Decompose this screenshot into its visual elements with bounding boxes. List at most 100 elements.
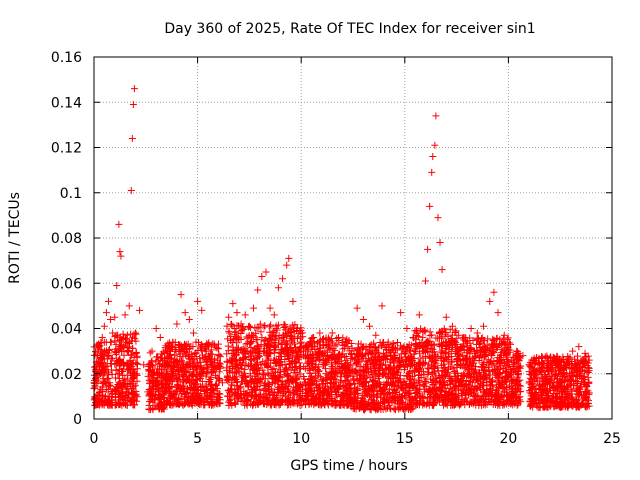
data-point [364, 355, 372, 363]
data-point [299, 333, 307, 341]
data-point [111, 401, 119, 409]
data-point [274, 384, 282, 392]
data-point [278, 396, 286, 404]
data-point [121, 381, 129, 389]
data-point [281, 326, 289, 334]
data-point [316, 373, 324, 381]
data-point [112, 349, 120, 357]
data-point [332, 369, 340, 377]
data-point [261, 382, 269, 390]
data-point [104, 351, 112, 359]
data-point [261, 321, 269, 329]
data-point [262, 390, 270, 398]
data-point [130, 85, 138, 93]
data-point [124, 376, 132, 384]
data-point [145, 391, 153, 399]
data-point [173, 383, 181, 391]
data-point [275, 362, 283, 370]
data-point [285, 254, 293, 262]
data-point [429, 153, 437, 161]
data-point [270, 388, 278, 396]
data-point [280, 321, 288, 329]
data-point [103, 379, 111, 387]
x-tick-label: 0 [90, 431, 99, 447]
data-point [233, 322, 241, 330]
data-point [290, 357, 298, 365]
grid [94, 57, 612, 419]
data-point [238, 362, 246, 370]
data-point [176, 350, 184, 358]
data-point [120, 399, 128, 407]
data-point [124, 347, 132, 355]
data-point [147, 361, 155, 369]
data-point [333, 340, 341, 348]
data-point [145, 380, 153, 388]
data-point [305, 354, 313, 362]
data-point [265, 334, 273, 342]
data-point [224, 342, 232, 350]
data-point [152, 358, 160, 366]
data-point [148, 362, 156, 370]
data-point [316, 351, 324, 359]
data-point [241, 353, 249, 361]
data-point [276, 366, 284, 374]
data-point [237, 398, 245, 406]
data-point [296, 388, 304, 396]
data-point [130, 373, 138, 381]
data-point [229, 300, 237, 308]
data-point [266, 304, 274, 312]
data-point [332, 376, 340, 384]
data-point [467, 325, 475, 332]
data-point [101, 369, 109, 377]
x-tick-label: 20 [499, 431, 517, 447]
data-point [170, 375, 178, 383]
data-point [344, 359, 352, 367]
data-point [327, 396, 335, 404]
data-point [225, 329, 233, 337]
data-point [279, 390, 287, 398]
data-point [101, 399, 109, 407]
data-point [228, 390, 236, 398]
data-point [174, 367, 182, 375]
data-point [261, 375, 269, 383]
data-point [149, 406, 157, 414]
data-point [266, 335, 274, 343]
data-point [204, 353, 212, 361]
data-point [334, 368, 342, 376]
data-point [188, 383, 196, 391]
data-point [327, 360, 335, 368]
data-point [207, 358, 215, 366]
data-point [226, 396, 234, 404]
data-point [105, 397, 113, 405]
data-point [118, 336, 126, 344]
data-point [378, 302, 386, 310]
data-point [128, 134, 136, 142]
data-point [243, 334, 251, 342]
data-point [290, 384, 298, 392]
data-point [324, 390, 332, 398]
data-point [197, 396, 205, 404]
data-point [262, 344, 270, 352]
data-point [198, 306, 206, 314]
data-point [432, 112, 440, 120]
data-point [192, 381, 200, 389]
y-tick-label: 0.04 [51, 322, 82, 338]
data-point [291, 321, 299, 329]
data-point [339, 390, 347, 398]
data-point [285, 389, 293, 397]
data-point [338, 398, 346, 406]
data-point [291, 340, 299, 348]
data-point [341, 378, 349, 386]
data-point [211, 341, 219, 349]
data-point [196, 355, 204, 363]
data-point [204, 363, 212, 371]
data-point [333, 393, 341, 401]
data-point [313, 390, 321, 398]
data-point [191, 350, 199, 358]
data-point [92, 348, 100, 356]
data-point [149, 368, 157, 376]
data-point [129, 375, 137, 383]
data-point [241, 401, 249, 409]
data-point [144, 366, 152, 374]
